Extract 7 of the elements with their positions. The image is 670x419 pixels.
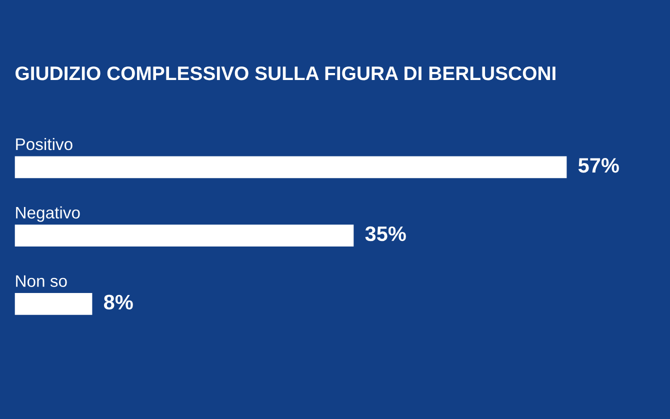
data-label: 35% — [365, 226, 406, 242]
y-tick-label: Non so — [16, 275, 67, 287]
y-tick-label: Negativo — [16, 206, 80, 222]
data-label: 57% — [578, 158, 619, 173]
data-label: 8% — [104, 294, 133, 310]
chart-title: GIUDIZIO COMPLESSIVO SULLA FIGURA DI BERLUSCONI — [16, 66, 556, 80]
y-tick-label: Positivo — [16, 138, 72, 150]
